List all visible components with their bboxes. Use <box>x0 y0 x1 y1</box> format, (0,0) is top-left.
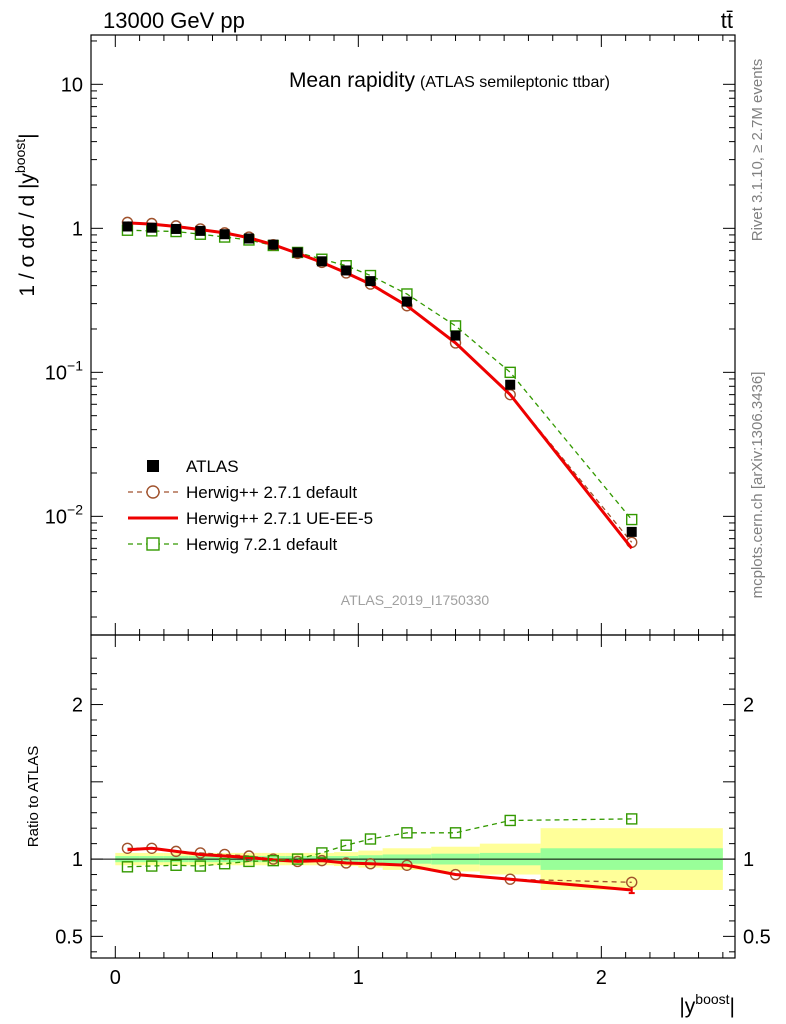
ratio-y-tick-label-right: 2 <box>743 695 754 717</box>
process-label: tt̄ <box>721 8 733 33</box>
main-point-atlas <box>505 379 516 390</box>
legend-label: ATLAS <box>186 457 239 476</box>
ratio-point-herwig-7-2-1-default <box>170 859 182 871</box>
y-tick-label: 10−2 <box>45 501 83 528</box>
ratio-y-tick-label-right: 0.5 <box>743 926 771 948</box>
chart-title: Mean rapidity <box>289 69 416 92</box>
legend-marker <box>147 460 159 472</box>
main-point-atlas <box>341 265 352 276</box>
y-tick-label: 10−1 <box>45 357 83 384</box>
ratio-panel: 0 1 2 0.5 0.5 1 1 2 2 Ratio to ATLAS |yboost| <box>25 634 771 1018</box>
ratio-point-herwig-7-2-1-default <box>194 860 207 872</box>
y-axis-title: 1 / σ dσ / d |yboost| <box>12 133 39 296</box>
main-point-atlas <box>626 526 637 537</box>
ratio-y-tick-label: 1 <box>72 849 83 871</box>
x-tick-label: 1 <box>353 967 364 989</box>
analysis-watermark: ATLAS_2019_I1750330 <box>341 592 490 608</box>
main-point-herwig-7-2-1-default <box>504 366 516 379</box>
legend-marker <box>146 537 160 551</box>
legend: ATLAS Herwig++ 2.7.1 default Herwig++ 2.7.… <box>128 457 373 554</box>
main-point-atlas <box>316 256 327 267</box>
ratio-point-herwig-7-2-1-default <box>449 827 462 839</box>
main-point-atlas <box>219 229 230 240</box>
ratio-point-herwig-7-2-1-default <box>146 860 158 872</box>
ratio-line-herwig-7-2-1-default <box>127 818 632 868</box>
ratio-point-herwig-7-2-1-default <box>291 853 304 865</box>
ratio-point-herwig-7-2-1-default <box>626 813 638 825</box>
ratio-point-herwig-7-2-1-default <box>340 839 352 851</box>
ratio-point-herwig-7-2-1-default <box>316 847 328 859</box>
ratio-point-herwig-7-2-1-default <box>218 858 231 870</box>
x-tick-label: 2 <box>596 967 607 989</box>
legend-label: Herwig++ 2.7.1 default <box>186 483 357 502</box>
side-label-rivet: Rivet 3.1.10, ≥ 2.7M events <box>749 59 766 242</box>
ratio-y-tick-label: 2 <box>72 695 83 717</box>
energy-label: 13000 GeV pp <box>103 8 245 33</box>
main-point-atlas <box>268 239 279 250</box>
main-point-atlas <box>171 223 182 234</box>
main-point-atlas <box>243 233 254 244</box>
y-tick-label: 1 <box>72 218 83 240</box>
ratio-point-herwig-7-2-1-default <box>504 814 516 827</box>
ratio-line-herwig-2-7-1-ue-ee-5 <box>127 846 632 892</box>
main-point-atlas <box>450 330 461 341</box>
ratio-y-axis-title: Ratio to ATLAS <box>25 746 42 847</box>
legend-label: Herwig++ 2.7.1 UE-EE-5 <box>186 509 373 528</box>
main-point-atlas <box>401 296 412 307</box>
x-axis-title: |yboost| <box>679 991 735 1018</box>
main-point-herwig-7-2-1-default <box>626 513 638 526</box>
main-point-atlas <box>292 247 303 258</box>
main-point-atlas <box>122 221 133 232</box>
main-panel: 10 1 10−1 10−2 1 / σ dσ / d |yboost| <box>12 34 736 636</box>
ratio-y-tick-label-right: 1 <box>743 849 754 871</box>
legend-marker <box>146 485 160 499</box>
ratio-y-tick-label: 0.5 <box>55 926 83 948</box>
main-point-atlas <box>365 276 376 287</box>
main-line-herwig-7-2-1-default <box>127 229 633 521</box>
main-point-atlas <box>146 222 157 233</box>
ratio-point-herwig-7-2-1-default <box>267 854 279 867</box>
main-point-atlas <box>195 225 206 236</box>
ratio-point-herwig-7-2-1-default <box>121 861 134 873</box>
chart-subtitle: (ATLAS semileptonic ttbar) <box>420 74 610 91</box>
x-tick-label: 0 <box>110 967 121 989</box>
ratio-point-herwig-7-2-1-default <box>364 833 377 845</box>
y-tick-label: 10 <box>61 74 83 96</box>
ratio-point-herwig-7-2-1-default <box>243 855 255 868</box>
ratio-point-herwig-7-2-1-default <box>401 827 413 839</box>
legend-label: Herwig 7.2.1 default <box>186 535 337 554</box>
ratio-frame <box>90 634 736 959</box>
side-label-mcplots: mcplots.cern.ch [arXiv:1306.3436] <box>749 372 766 599</box>
